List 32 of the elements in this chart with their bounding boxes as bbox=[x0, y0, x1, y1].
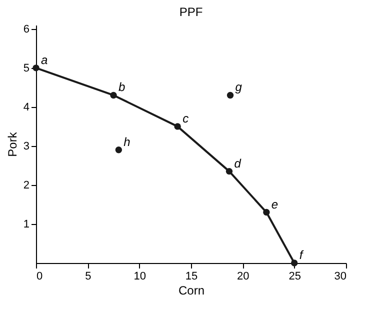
x-tick-label: 30 bbox=[334, 270, 346, 282]
point bbox=[226, 168, 233, 175]
point bbox=[115, 146, 122, 154]
y-tick-label: 5 bbox=[23, 62, 30, 74]
point bbox=[174, 123, 181, 130]
annotation: d bbox=[234, 156, 242, 170]
chart-title: PPF bbox=[179, 4, 203, 19]
point bbox=[32, 64, 40, 72]
annotation: a bbox=[41, 52, 48, 67]
x-tick-label: 15 bbox=[185, 270, 198, 282]
annotation: b bbox=[118, 80, 126, 94]
annotation: g bbox=[235, 80, 242, 94]
x-tick-label: 10 bbox=[134, 270, 146, 282]
x-axis-title: Corn bbox=[178, 284, 205, 298]
x-tick-label: 25 bbox=[288, 270, 301, 282]
x-tick-label: 5 bbox=[85, 270, 92, 282]
annotation: e bbox=[271, 197, 278, 212]
point bbox=[263, 208, 270, 216]
y-tick-label: 6 bbox=[23, 23, 30, 36]
point bbox=[290, 260, 298, 266]
annotation: c bbox=[182, 111, 189, 126]
x-tick-label: 0 bbox=[36, 270, 43, 282]
x-tick-label: 20 bbox=[237, 270, 250, 282]
y-tick-label: 4 bbox=[23, 101, 30, 114]
point bbox=[110, 92, 117, 99]
annotation: h bbox=[124, 134, 131, 149]
point bbox=[226, 92, 234, 99]
annotation: f bbox=[299, 248, 304, 262]
y-axis-title: Pork bbox=[5, 131, 20, 157]
y-tick-label: 1 bbox=[23, 218, 30, 230]
y-tick-label: 2 bbox=[23, 179, 30, 192]
y-tick-label: 3 bbox=[23, 140, 30, 152]
